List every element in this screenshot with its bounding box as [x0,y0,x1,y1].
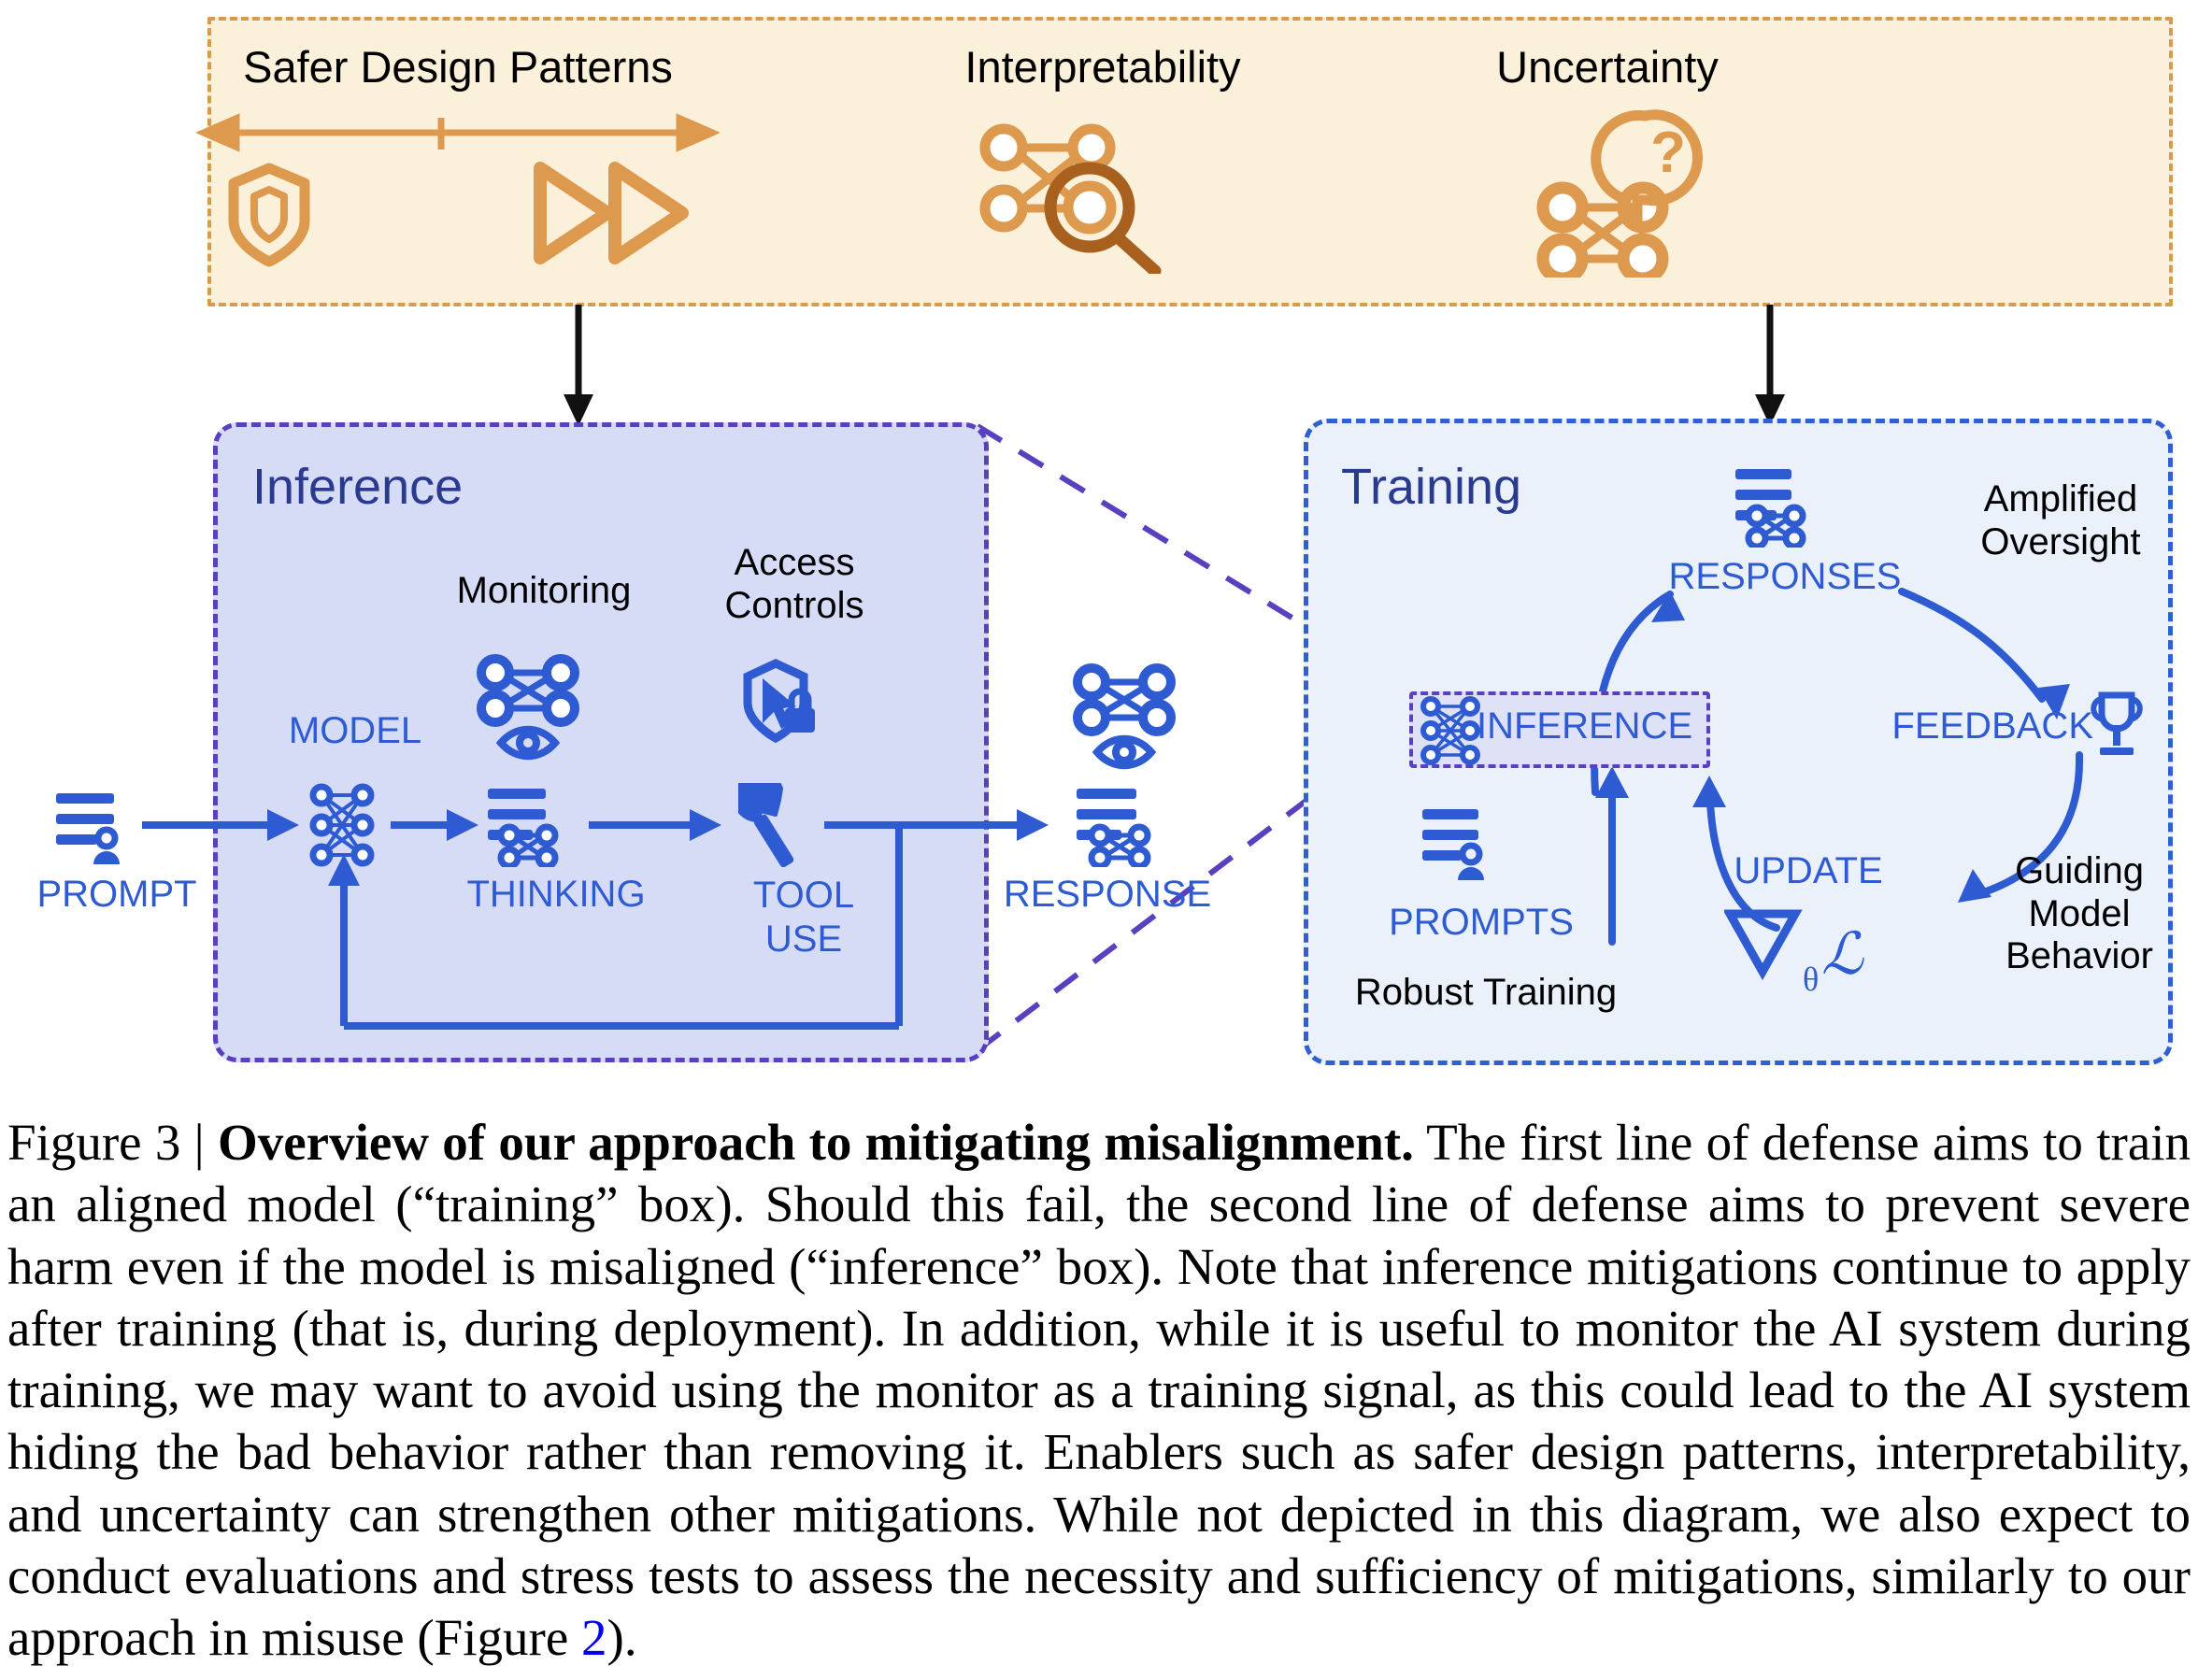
enabler-title-uncertainty: Uncertainty [1496,42,1719,92]
enabler-title-interpretability: Interpretability [964,42,1241,92]
label-tool-use: TOOL USE [752,875,855,961]
figure-caption: Figure 3 | Overview of our approach to m… [7,1112,2191,1669]
inference-panel-heading: Inference [252,459,464,515]
banner-to-inference-arrow [564,305,593,426]
label-monitoring: Monitoring [456,570,632,611]
gradient-loss-icon: θ ℒ [1724,909,1864,993]
network-eye-icon [1073,663,1176,770]
label-responses: RESPONSES [1668,556,1902,597]
svg-text:ℒ: ℒ [1821,923,1864,987]
caption-body-part2: ). [607,1609,637,1667]
uncertainty-art: ? [1536,109,1703,278]
document-user-icon [1422,809,1484,880]
svg-text:?: ? [1650,121,1686,185]
document-network-icon [1077,789,1151,867]
caption-body-part1: The first line of defense aims to train … [7,1114,2191,1667]
label-access-controls: Access Controls [724,542,864,626]
enabler-title-safer-design-patterns: Safer Design Patterns [243,42,673,92]
wrench-icon [738,783,794,867]
label-prompt: PROMPT [36,874,197,915]
svg-text:θ: θ [1803,961,1819,993]
neural-network-icon [309,783,375,867]
caption-prefix: Figure 3 | [7,1114,218,1171]
label-prompts: PROMPTS [1389,902,1574,943]
document-network-icon [488,789,559,867]
safer-design-patterns-art [196,113,720,267]
label-inference-subbox: INFERENCE [1477,705,1693,747]
shield-icon [228,163,310,267]
caption-bold-title: Overview of our approach to mitigating m… [217,1114,1414,1171]
label-thinking: THINKING [466,874,646,915]
neural-network-icon [1420,696,1480,765]
shield-cursor-lock-icon [743,659,815,744]
document-network-icon [1735,469,1806,548]
trophy-icon [2091,691,2143,755]
label-amplified-oversight: Amplified Oversight [1980,478,2141,562]
double-arrow-icon [196,113,720,152]
label-model: MODEL [288,710,422,751]
figure-diagram: Safer Design Patterns Interpretability U… [36,17,2173,1065]
label-response: RESPONSE [1003,874,1212,915]
label-feedback: FEEDBACK [1891,705,2093,747]
document-user-icon [56,793,120,864]
network-question-bubble-icon: ? [1536,109,1703,278]
training-cycle-arrows [1591,588,2084,946]
label-update: UPDATE [1734,850,1883,891]
interpretability-art [979,123,1162,274]
inference-flow-arrows [142,809,1049,1030]
fast-forward-icon [534,162,689,264]
caption-figure-link[interactable]: 2 [581,1609,607,1667]
network-magnifier-icon [979,123,1162,274]
network-eye-icon [477,654,579,761]
label-robust-training: Robust Training [1354,972,1618,1013]
training-panel-heading: Training [1341,459,1522,515]
label-guiding-model-behavior: Guiding Model Behavior [2005,850,2153,977]
banner-to-training-arrow [1755,305,1785,426]
